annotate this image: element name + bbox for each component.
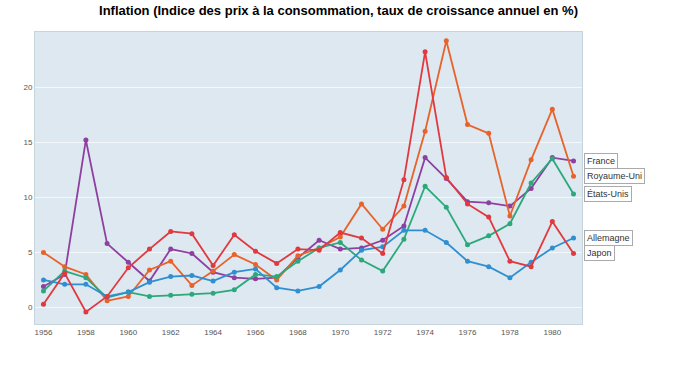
- svg-text:États-Unis: États-Unis: [587, 189, 629, 199]
- svg-text:Royaume-Uni: Royaume-Uni: [587, 171, 642, 181]
- svg-text:Japon: Japon: [587, 248, 612, 258]
- svg-text:15: 15: [23, 138, 32, 147]
- svg-text:1962: 1962: [162, 328, 180, 337]
- svg-text:Source : OCDE (2022): Source : OCDE (2022): [243, 384, 374, 386]
- svg-text:1966: 1966: [247, 328, 265, 337]
- svg-text:1972: 1972: [374, 328, 392, 337]
- svg-text:1976: 1976: [459, 328, 477, 337]
- svg-text:5: 5: [28, 248, 33, 257]
- svg-text:1980: 1980: [543, 328, 561, 337]
- svg-text:1974: 1974: [416, 328, 434, 337]
- svg-text:1958: 1958: [77, 328, 95, 337]
- svg-text:1968: 1968: [289, 328, 307, 337]
- svg-text:0: 0: [28, 303, 33, 312]
- svg-text:Allemagne: Allemagne: [587, 233, 630, 243]
- svg-text:1960: 1960: [119, 328, 137, 337]
- svg-text:1978: 1978: [501, 328, 519, 337]
- svg-text:1964: 1964: [204, 328, 222, 337]
- svg-text:France: France: [587, 156, 615, 166]
- svg-text:10: 10: [23, 193, 32, 202]
- svg-text:1956: 1956: [35, 328, 53, 337]
- svg-text:Inflation (Indice des prix à l: Inflation (Indice des prix à la consomma…: [99, 3, 578, 18]
- svg-text:1970: 1970: [331, 328, 349, 337]
- svg-text:20: 20: [23, 83, 32, 92]
